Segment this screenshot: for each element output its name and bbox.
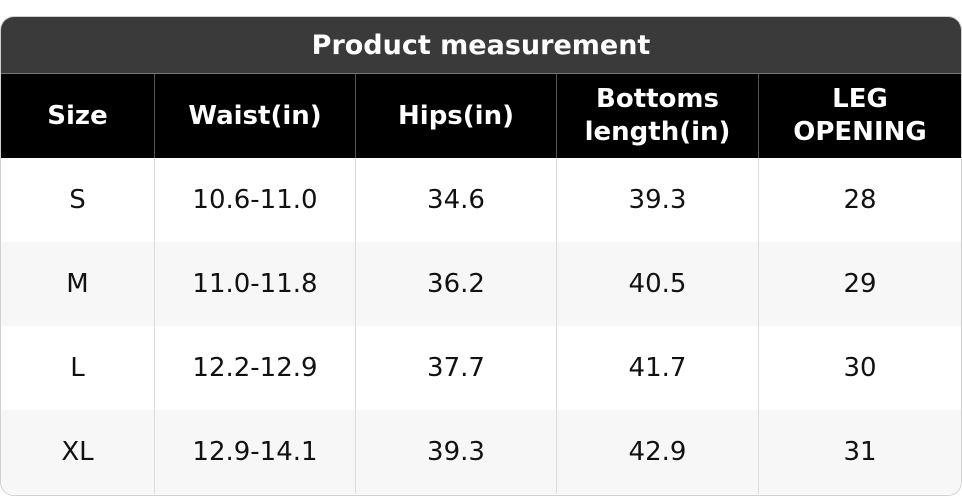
table-cell: 10.6-11.0 — [155, 158, 356, 242]
table-cell: 29 — [759, 242, 961, 326]
table-cell: 28 — [843, 185, 877, 215]
table-cell: 41.7 — [557, 326, 759, 410]
size-table: Product measurement Size Waist(in) Hips(in… — [0, 16, 962, 496]
header-cell: Size — [1, 74, 155, 158]
table-grid: Size Waist(in) Hips(in) Bottoms length(in) L… — [1, 74, 961, 494]
table-cell: S — [1, 158, 155, 242]
table-cell: 31 — [759, 410, 961, 494]
table-cell: 36.2 — [356, 242, 557, 326]
table-cell: M — [1, 242, 155, 326]
table-cell: 30 — [843, 353, 877, 383]
table-cell: L — [1, 326, 155, 410]
table-cell: 34.6 — [356, 158, 557, 242]
table-cell: 12.9-14.1 — [155, 410, 356, 494]
table-cell: 39.3 — [557, 158, 759, 242]
table-cell: XL — [1, 410, 155, 494]
table-cell: 39.3 — [356, 410, 557, 494]
table-cell: 12.2-12.9 — [155, 326, 356, 410]
table-cell: 42.9 — [557, 410, 759, 494]
table-title: Product measurement — [1, 17, 961, 74]
header-cell: Waist(in) — [155, 74, 356, 158]
table-cell: 37.7 — [356, 326, 557, 410]
header-cell: LEG OPENING — [759, 74, 961, 158]
table-cell: 11.0-11.8 — [155, 242, 356, 326]
table-cell: 40.5 — [557, 242, 759, 326]
header-cell: Bottoms length(in) — [557, 74, 759, 158]
header-cell: Hips(in) — [356, 74, 557, 158]
